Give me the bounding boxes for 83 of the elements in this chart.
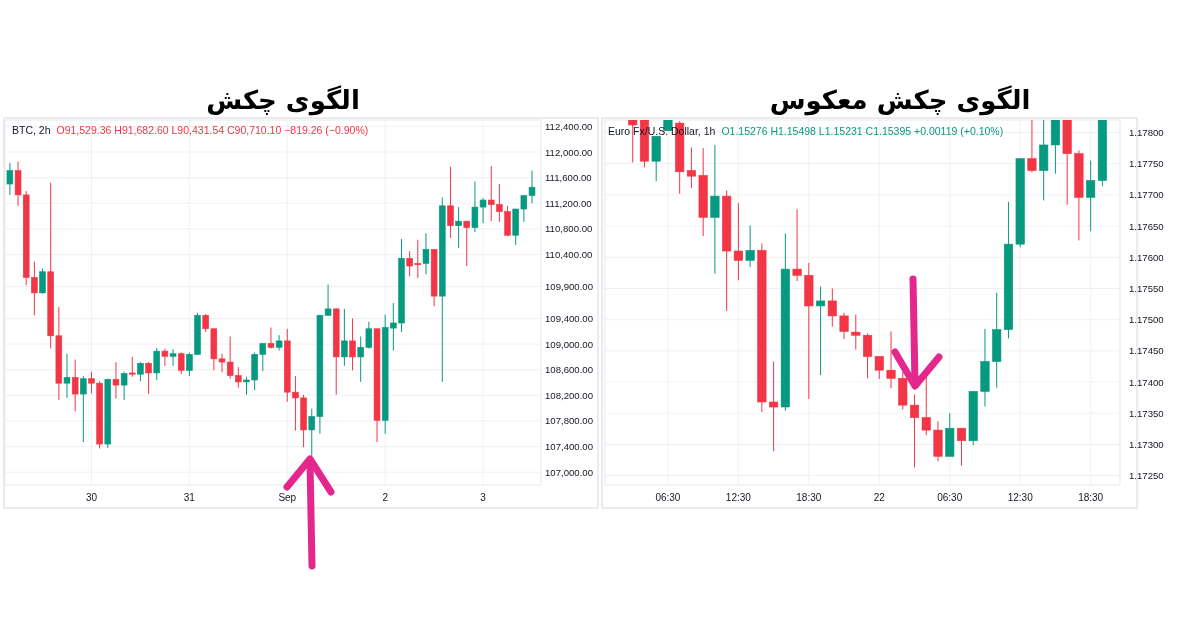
candlestick (112, 361, 120, 400)
candlestick (745, 224, 755, 268)
candlestick (463, 220, 470, 267)
candlestick (455, 206, 462, 249)
y-tick-label: 109,400.00 (545, 313, 594, 325)
y-tick-label: 1.17650 (1129, 220, 1164, 232)
x-tick-label: 31 (183, 491, 196, 503)
y-tick-label: 109,000.00 (545, 338, 594, 350)
candlestick (921, 375, 931, 436)
candlestick (839, 312, 849, 340)
x-tick-label: 06:30 (937, 491, 963, 503)
candlestick (153, 347, 160, 381)
y-tick-label: 1.17400 (1129, 376, 1164, 388)
candlestick (169, 348, 177, 367)
candlestick (816, 286, 826, 376)
y-tick-label: 108,600.00 (545, 364, 594, 376)
candlestick (422, 232, 430, 275)
candlestick (686, 146, 696, 189)
x-tick-label: 18:30 (796, 491, 822, 503)
candlestick (161, 348, 169, 367)
y-tick-label: 112,000.00 (545, 146, 593, 158)
candlestick (177, 351, 185, 375)
annotation: O91,529.36 H91,682.60 L90,431.54 C90,710.10 −819.26 (−0.90%) (56, 124, 369, 136)
x-tick-label: 12:30 (1007, 491, 1034, 503)
candlestick (129, 356, 136, 378)
y-tick-label: 107,000.00 (545, 466, 594, 478)
x-tick-label: 2 (382, 491, 389, 503)
candlestick (874, 355, 884, 380)
y-tick-label: 1.17700 (1129, 189, 1164, 201)
candlestick (120, 371, 128, 401)
candlestick (80, 375, 87, 443)
candlestick (71, 358, 79, 412)
candlestick (1086, 160, 1096, 232)
y-tick-label: 111,600.00 (545, 172, 592, 184)
candlestick (769, 360, 779, 452)
candlestick (341, 308, 348, 367)
chart-title: الگوی چکش معکوس (769, 85, 1031, 116)
chart-title: الگوی چکش (206, 85, 360, 116)
y-tick-label: 110,400.00 (545, 248, 593, 260)
y-tick-label: 110,800.00 (545, 223, 593, 235)
candlestick (63, 353, 71, 399)
candlestick (792, 208, 802, 282)
candlestick (827, 287, 837, 328)
y-tick-label: 1.17250 (1129, 470, 1164, 482)
y-tick-label: 107,400.00 (545, 441, 594, 453)
candlestick (39, 268, 46, 295)
x-tick-label: 3 (480, 491, 487, 503)
annotation: BTC, 2h (12, 124, 51, 136)
x-tick-label: 22 (873, 491, 886, 503)
y-tick-label: 108,200.00 (545, 389, 594, 401)
annotation: O1.15276 H1.15498 L1.15231 C1.15395 +0.00119 (+0.10%) (721, 125, 1004, 137)
y-tick-label: 1.17300 (1129, 438, 1164, 450)
candlestick (909, 394, 920, 469)
y-tick-label: 112,400.00 (545, 120, 593, 132)
candlestick (145, 361, 152, 395)
candlestick (267, 326, 275, 350)
candlestick (275, 334, 283, 352)
candlestick (137, 361, 144, 382)
candlestick (851, 314, 861, 351)
y-tick-label: 1.17500 (1129, 314, 1164, 326)
candlestick (710, 144, 720, 274)
candlestick (886, 331, 896, 389)
candlestick (447, 166, 454, 239)
candlestick (1027, 120, 1037, 173)
candlestick (349, 318, 356, 371)
y-tick-label: 1.17450 (1129, 345, 1164, 357)
y-tick-label: 1.17550 (1129, 282, 1164, 294)
x-tick-label: 30 (85, 491, 98, 503)
y-tick-label: 1.17800 (1129, 126, 1164, 138)
y-tick-label: 1.17600 (1129, 251, 1164, 263)
candlestick (733, 202, 743, 281)
y-tick-label: 1.17750 (1129, 158, 1164, 170)
x-tick-label: 06:30 (655, 491, 681, 503)
candlestick (863, 332, 873, 379)
x-tick-label: Sep (278, 491, 297, 503)
candlestick (956, 427, 967, 467)
candlestick (6, 162, 14, 196)
y-tick-label: 109,900.00 (545, 280, 594, 292)
y-tick-label: 107,800.00 (545, 415, 594, 427)
y-tick-label: 1.17350 (1129, 407, 1164, 419)
y-tick-label: 111,200.00 (545, 197, 592, 209)
x-tick-label: 18:30 (1078, 491, 1104, 503)
x-tick-label: 12:30 (725, 491, 752, 503)
